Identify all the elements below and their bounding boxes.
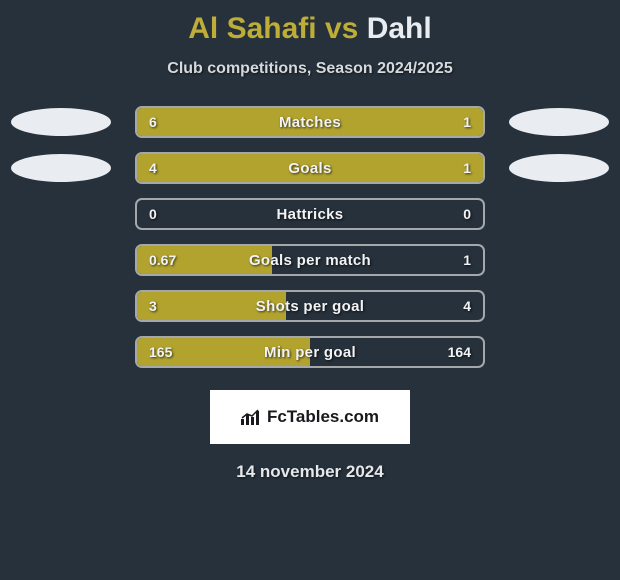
stats-rows: 61Matches 41Goals 00Hattricks 0.671Goals pe… [0,106,620,368]
date: 14 november 2024 [0,462,620,482]
bar-label: Hattricks [137,200,483,228]
title-player1: Al Sahafi [188,12,316,45]
stat-row: 34Shots per goal [0,290,620,322]
bar-label: Min per goal [137,338,483,366]
watermark: FcTables.com [210,390,410,444]
stat-row: 0.671Goals per match [0,244,620,276]
title-vs: vs [325,12,358,45]
stat-bar: 165164Min per goal [135,336,485,368]
stat-row: 00Hattricks [0,198,620,230]
bar-label: Shots per goal [137,292,483,320]
stat-bar: 00Hattricks [135,198,485,230]
watermark-text: FcTables.com [267,407,379,427]
stat-bar: 41Goals [135,152,485,184]
stat-row: 165164Min per goal [0,336,620,368]
stat-bar: 34Shots per goal [135,290,485,322]
bar-label: Goals [137,154,483,182]
title-player2: Dahl [367,12,432,45]
team-badge-left [11,108,111,136]
bar-label: Matches [137,108,483,136]
subtitle: Club competitions, Season 2024/2025 [0,60,620,78]
team-badge-right [509,108,609,136]
page-title: Al Sahafi vs Dahl [0,12,620,46]
stat-row: 41Goals [0,152,620,184]
team-badge-right [509,154,609,182]
team-badge-left [11,154,111,182]
stat-bar: 61Matches [135,106,485,138]
stat-bar: 0.671Goals per match [135,244,485,276]
stat-row: 61Matches [0,106,620,138]
comparison-chart: Al Sahafi vs Dahl Club competitions, Sea… [0,0,620,482]
chart-icon [241,409,261,425]
bar-label: Goals per match [137,246,483,274]
